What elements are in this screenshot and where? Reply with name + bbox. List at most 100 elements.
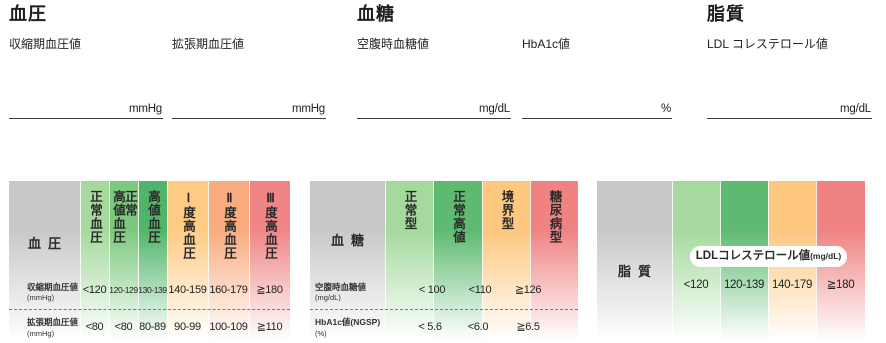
bp-diastolic-value: 80-89 <box>139 321 166 333</box>
glucose-fasting-threshold: ≧126 <box>514 284 542 296</box>
bp-systolic-row-unit: (mmHg) <box>27 293 55 302</box>
category-heading: Ⅱ度高血圧 <box>209 190 249 260</box>
fasting-glucose-input[interactable] <box>357 99 467 118</box>
category-label-line: 高値血圧 <box>146 190 160 244</box>
lipid-classification-table: 脂質 LDLコレステロール値(mg/dL) <120 120-139 140-1… <box>597 181 865 342</box>
bp-diastolic-value: ≧110 <box>256 321 283 333</box>
glucose-fasting-row-unit: (mg/dL) <box>315 293 341 302</box>
bp-systolic-value: 130-139 <box>138 285 167 295</box>
fasting-glucose-field[interactable]: mg/dL <box>357 99 511 119</box>
bp-diastolic-row-label: 拡張期血圧値 <box>27 317 79 327</box>
systolic-field[interactable]: mmHg <box>9 99 163 119</box>
glucose-category-column: 糖尿病型 <box>530 181 578 342</box>
glucose-fasting-threshold: < 100 <box>418 284 446 296</box>
glucose-category-label: 境界型 <box>499 190 514 231</box>
hba1c-field[interactable]: % <box>522 99 672 119</box>
bp-table-label: 血圧 <box>27 236 68 251</box>
blood-glucose-classification-table: 血糖 正常型 正常高値 境界型 糖尿病型 空腹時血糖値 (mg/dL) < 10… <box>310 181 578 342</box>
row-divider <box>9 309 290 310</box>
blood-glucose-section-title: 血糖 <box>357 4 395 24</box>
bp-diastolic-value: <80 <box>114 321 133 333</box>
category-label-line: Ⅰ度高血圧 <box>181 190 195 260</box>
bp-systolic-value: 140-159 <box>168 284 207 296</box>
lipid-range-value: <120 <box>683 279 709 291</box>
bp-category-column: 正常 高値血圧 <box>109 181 138 342</box>
category-label-line: 高値血圧 <box>111 190 125 244</box>
hba1c-input[interactable] <box>522 99 628 118</box>
diastolic-input[interactable] <box>172 99 282 118</box>
ldl-cholesterol-input[interactable] <box>707 99 828 118</box>
bp-category-column: 高値血圧 <box>138 181 167 342</box>
glucose-category-label: 糖尿病型 <box>547 190 562 244</box>
bp-systolic-value: 160-179 <box>209 284 248 296</box>
bp-category-column: Ⅲ度高血圧 <box>249 181 290 342</box>
bp-header-column: 血圧 <box>9 181 80 342</box>
diastolic-label: 拡張期血圧値 <box>172 37 245 51</box>
bp-category-label: Ⅱ度高血圧 <box>222 190 236 260</box>
pill-unit: (mg/dL) <box>810 251 842 261</box>
glucose-hba1c-row-unit: (%) <box>315 329 327 338</box>
systolic-input[interactable] <box>9 99 119 118</box>
fasting-glucose-label: 空腹時血糖値 <box>357 37 430 51</box>
bp-diastolic-value: 100-109 <box>209 321 248 333</box>
category-heading: 正常 高値血圧 <box>110 190 138 244</box>
bp-category-label: 高値血圧 <box>146 190 160 244</box>
glucose-hba1c-row-label: HbA1c値(NGSP) <box>315 317 381 327</box>
glucose-fasting-row-label: 空腹時血糖値 <box>315 282 367 292</box>
bp-diastolic-row-unit: (mmHg) <box>27 329 55 338</box>
glucose-category-label: 正常高値 <box>451 190 465 244</box>
category-label-line: Ⅱ度高血圧 <box>222 190 236 260</box>
glucose-category-column: 境界型 <box>482 181 530 342</box>
glucose-category-column: 正常高値 <box>433 181 482 342</box>
systolic-unit: mmHg <box>128 103 162 115</box>
diastolic-unit: mmHg <box>291 103 325 115</box>
glucose-category-column: 正常型 <box>385 181 433 342</box>
lipid-header-column: 脂質 <box>597 181 672 342</box>
category-heading: Ⅰ度高血圧 <box>168 190 208 260</box>
bp-diastolic-value: 90-99 <box>174 321 201 333</box>
glucose-hba1c-threshold: ≧6.5 <box>516 321 540 333</box>
category-heading: 正常高値 <box>434 190 482 244</box>
lipid-table-label: 脂質 <box>617 264 658 279</box>
category-heading: 高値血圧 <box>139 190 167 244</box>
category-label-line: Ⅲ度高血圧 <box>263 190 277 260</box>
category-heading: 境界型 <box>483 190 530 231</box>
blood-pressure-classification-table: 血圧 正常血圧 正常 高値血圧 高値血圧 Ⅰ度高血圧 Ⅱ度高血圧 Ⅲ度高血圧 収縮… <box>9 181 290 342</box>
category-label-line: 正常血圧 <box>88 190 102 244</box>
bp-systolic-row-label: 収縮期血圧値 <box>27 282 79 292</box>
bp-systolic-value: ≧180 <box>256 284 283 296</box>
glucose-fasting-threshold: <110 <box>468 284 492 296</box>
hba1c-unit: % <box>660 103 671 115</box>
glucose-hba1c-threshold: <6.0 <box>467 321 489 333</box>
ldl-cholesterol-field[interactable]: mg/dL <box>707 99 872 119</box>
hba1c-label: HbA1c値 <box>522 37 571 51</box>
category-heading: 正常型 <box>386 190 433 231</box>
bp-category-column: Ⅱ度高血圧 <box>208 181 249 342</box>
glucose-table-label: 血糖 <box>330 233 371 248</box>
pill-title: LDLコレステロール値 <box>695 250 811 262</box>
row-divider <box>310 309 578 310</box>
systolic-label: 収縮期血圧値 <box>9 37 82 51</box>
bp-category-label: Ⅰ度高血圧 <box>181 190 195 260</box>
category-heading: Ⅲ度高血圧 <box>250 190 290 260</box>
bp-systolic-value: <120 <box>82 284 107 296</box>
bp-category-label: 正常血圧 <box>88 190 102 244</box>
category-heading: 糖尿病型 <box>531 190 578 244</box>
ldl-cholesterol-label: LDL コレステロール値 <box>707 37 828 51</box>
bp-category-label: 正常 高値血圧 <box>111 190 137 244</box>
bp-category-column: 正常血圧 <box>80 181 109 342</box>
lipid-range-value: 140-179 <box>771 279 813 291</box>
blood-pressure-section-title: 血圧 <box>9 4 47 24</box>
ldl-cholesterol-pill: LDLコレステロール値(mg/dL) <box>690 246 847 267</box>
bp-category-label: Ⅲ度高血圧 <box>263 190 277 260</box>
bp-systolic-value: 120-129 <box>109 285 138 295</box>
category-heading: 正常血圧 <box>81 190 109 244</box>
lipid-range-value: ≧180 <box>826 279 855 291</box>
glucose-hba1c-threshold: < 5.6 <box>418 321 442 333</box>
category-label-line: 正常 <box>123 190 137 217</box>
glucose-category-label: 正常型 <box>402 190 417 231</box>
glucose-header-column: 血糖 <box>310 181 385 342</box>
diastolic-field[interactable]: mmHg <box>172 99 326 119</box>
ldl-cholesterol-unit: mg/dL <box>840 103 871 115</box>
lipid-range-value: 120-139 <box>723 279 765 291</box>
